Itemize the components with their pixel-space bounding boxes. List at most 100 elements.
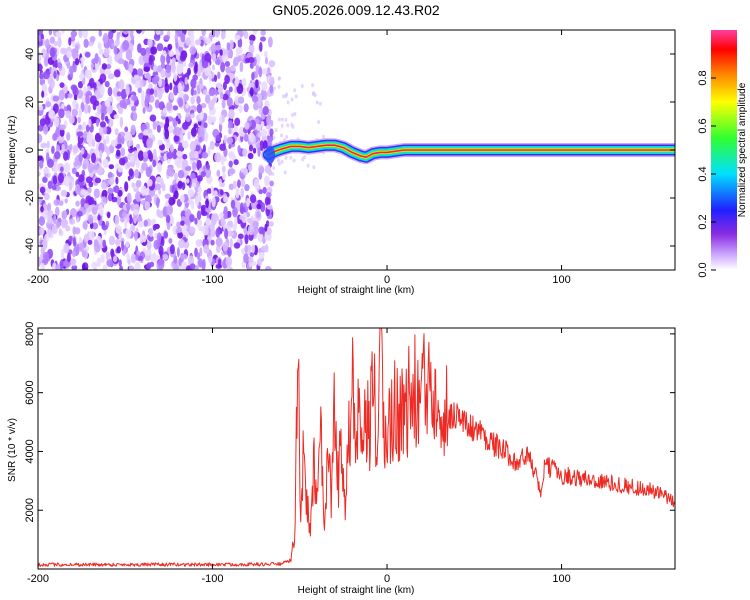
noise-point bbox=[154, 183, 162, 191]
noise-point bbox=[143, 129, 149, 136]
noise-point bbox=[244, 184, 250, 192]
noise-point bbox=[227, 266, 233, 270]
noise-point bbox=[243, 30, 249, 40]
noise-point bbox=[68, 181, 73, 192]
noise-point bbox=[134, 230, 138, 242]
noise-point bbox=[269, 76, 275, 86]
noise-point bbox=[152, 159, 157, 168]
noise-point bbox=[91, 261, 98, 269]
noise-point bbox=[260, 202, 266, 213]
noise-point bbox=[136, 143, 140, 149]
y-tick-label: 4000 bbox=[24, 439, 36, 463]
noise-point bbox=[106, 68, 111, 75]
sparse-point bbox=[293, 88, 297, 93]
noise-point bbox=[180, 32, 186, 43]
noise-point bbox=[127, 259, 131, 265]
noise-point bbox=[129, 30, 134, 38]
noise-point bbox=[83, 233, 90, 243]
noise-point bbox=[214, 30, 220, 38]
noise-point bbox=[257, 100, 262, 107]
noise-point bbox=[112, 255, 118, 263]
spectrogram-y-axis-label: Frequency (Hz) bbox=[7, 116, 18, 185]
noise-point bbox=[162, 50, 167, 57]
sparse-point bbox=[284, 155, 288, 160]
noise-point bbox=[68, 115, 75, 124]
noise-point bbox=[134, 80, 141, 89]
noise-point bbox=[121, 89, 126, 100]
noise-point bbox=[215, 134, 221, 142]
sparse-point bbox=[318, 101, 322, 106]
noise-point bbox=[269, 180, 274, 187]
x-tick-label: 0 bbox=[384, 573, 390, 585]
noise-point bbox=[119, 99, 127, 109]
noise-point bbox=[182, 153, 188, 160]
noise-point bbox=[268, 108, 272, 116]
noise-point bbox=[125, 85, 130, 96]
noise-point bbox=[145, 72, 150, 79]
noise-point bbox=[38, 155, 43, 161]
noise-point bbox=[211, 98, 215, 106]
noise-point bbox=[149, 88, 155, 95]
noise-point bbox=[167, 166, 172, 176]
noise-point bbox=[100, 254, 105, 264]
sparse-point bbox=[292, 158, 296, 163]
noise-point bbox=[135, 180, 142, 188]
noise-point bbox=[96, 257, 102, 268]
noise-point bbox=[174, 172, 178, 180]
noise-point bbox=[168, 237, 173, 244]
noise-point bbox=[125, 162, 132, 168]
noise-point bbox=[106, 258, 114, 267]
noise-point bbox=[221, 114, 225, 123]
sparse-scatter bbox=[271, 76, 326, 176]
noise-point bbox=[255, 118, 260, 124]
noise-point bbox=[85, 94, 90, 105]
noise-point bbox=[66, 252, 71, 263]
noise-point bbox=[100, 181, 107, 190]
noise-point bbox=[140, 185, 147, 197]
noise-point bbox=[55, 206, 60, 217]
noise-point bbox=[40, 262, 45, 270]
noise-point bbox=[53, 199, 60, 206]
noise-point bbox=[193, 123, 198, 129]
noise-point bbox=[261, 128, 268, 137]
noise-point bbox=[69, 143, 73, 151]
noise-point bbox=[47, 215, 53, 225]
noise-point bbox=[142, 151, 148, 158]
snr-series-line bbox=[38, 328, 675, 567]
noise-point bbox=[257, 93, 263, 104]
noise-point bbox=[228, 183, 234, 190]
noise-point bbox=[113, 114, 120, 120]
noise-point bbox=[116, 246, 122, 254]
noise-point bbox=[121, 240, 125, 251]
noise-point bbox=[77, 81, 84, 89]
noise-point bbox=[97, 214, 101, 221]
noise-point bbox=[243, 134, 249, 142]
colorbar-tick-label: 0.0 bbox=[697, 262, 709, 277]
noise-point bbox=[204, 131, 209, 142]
noise-point bbox=[260, 120, 265, 128]
noise-point bbox=[148, 227, 154, 238]
sparse-point bbox=[293, 112, 297, 116]
colorbar-ticks: 0.0 0.2 0.4 0.6 0.8 bbox=[697, 70, 716, 278]
x-tick-label: 0 bbox=[384, 274, 390, 286]
noise-point bbox=[226, 42, 231, 51]
sparse-point bbox=[280, 123, 284, 128]
noise-point bbox=[209, 140, 215, 150]
noise-point bbox=[55, 128, 61, 138]
noise-point bbox=[197, 186, 202, 194]
noise-point bbox=[125, 49, 133, 61]
noise-point bbox=[269, 84, 274, 94]
noise-point bbox=[187, 131, 191, 140]
noise-point bbox=[124, 60, 129, 71]
noise-point bbox=[142, 107, 146, 114]
noise-point bbox=[148, 55, 153, 66]
noise-point bbox=[166, 221, 171, 231]
noise-point bbox=[162, 254, 169, 260]
noise-point bbox=[88, 214, 94, 225]
noise-point bbox=[117, 133, 122, 142]
noise-point bbox=[248, 256, 254, 264]
sparse-point bbox=[280, 159, 284, 164]
noise-point bbox=[48, 109, 56, 120]
noise-point bbox=[212, 53, 216, 63]
